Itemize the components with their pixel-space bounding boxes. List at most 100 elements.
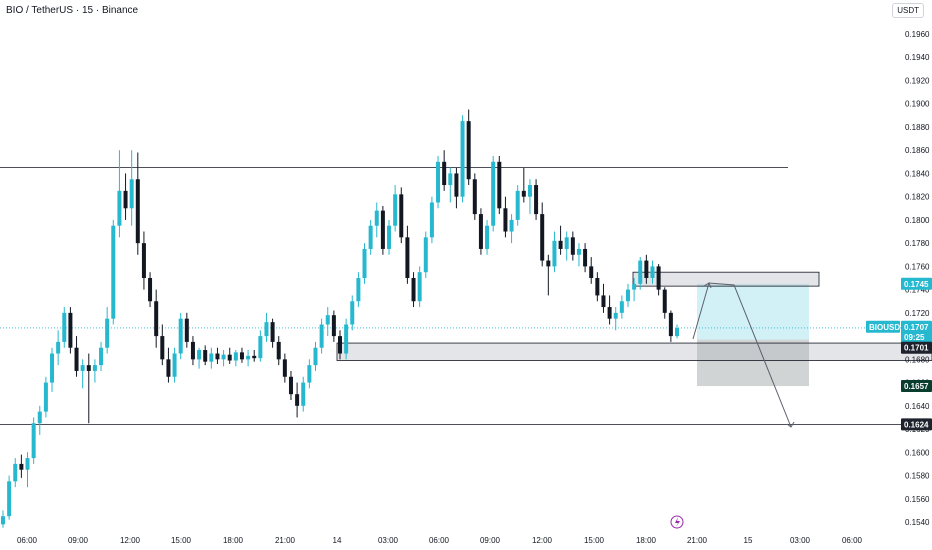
y-tick-label: 0.1600 (905, 448, 930, 457)
candle-body (601, 295, 606, 308)
candle (540, 202, 545, 267)
candle (485, 219, 490, 255)
y-tick-label: 0.1860 (905, 146, 930, 155)
candle-body (31, 423, 36, 459)
tag-text: BIOUSDT (869, 323, 905, 332)
lightning-icon[interactable] (670, 515, 684, 529)
y-tick-label: 0.1720 (905, 309, 930, 318)
tag-text: 0.1657 (904, 382, 929, 391)
candle (503, 196, 508, 238)
candle (662, 287, 667, 319)
candle (436, 156, 441, 209)
y-tick-label: 0.1940 (905, 53, 930, 62)
candle (209, 347, 214, 369)
projection-path (692, 282, 792, 428)
candle-body (37, 411, 42, 424)
candle-body (460, 121, 465, 197)
candle (270, 318, 275, 348)
candle (252, 350, 257, 362)
y-tick-label: 0.1680 (905, 355, 930, 364)
tag-bg (866, 320, 900, 333)
candle-body (123, 190, 128, 209)
candle (515, 185, 520, 226)
candle-body (313, 347, 318, 366)
candle (417, 266, 422, 308)
candle-body (227, 354, 232, 361)
candle-body (668, 312, 673, 337)
candle-body (644, 260, 649, 278)
candle (491, 156, 496, 232)
entry-price-tag: 0.1657 (901, 380, 932, 393)
candle (68, 307, 73, 354)
candle (393, 185, 398, 232)
candle-body (350, 301, 355, 325)
candle (442, 150, 447, 191)
candle-body (178, 318, 183, 354)
candle (429, 196, 434, 244)
candle-body (184, 318, 189, 342)
candle (25, 452, 30, 488)
candle-body (319, 324, 324, 348)
candle-body (472, 179, 477, 215)
candle (172, 347, 177, 383)
y-tick-label: 0.1880 (905, 123, 930, 132)
candle-body (344, 324, 349, 354)
candle (154, 289, 159, 348)
y-tick-label: 0.1820 (905, 193, 930, 202)
candle-body (399, 194, 404, 238)
candle (19, 454, 24, 478)
candle-body (583, 248, 588, 267)
candle (638, 257, 643, 290)
stop-zone (697, 339, 809, 387)
y-tick-label: 0.1960 (905, 30, 930, 39)
candle-body (246, 355, 251, 360)
x-tick-label: 06:00 (429, 536, 450, 545)
candle-body (74, 347, 79, 371)
candle-body (160, 336, 165, 360)
candles-layer (1, 109, 679, 528)
y-tick-label: 0.1920 (905, 76, 930, 85)
candle-body (515, 190, 520, 220)
candle (576, 243, 581, 267)
candle (62, 307, 67, 348)
candle (411, 272, 416, 308)
candle (387, 219, 392, 255)
y-tick-label: 0.1800 (905, 216, 930, 225)
candle (399, 187, 404, 244)
x-tick-label: 03:00 (790, 536, 811, 545)
candle-body (497, 161, 502, 209)
candle (589, 257, 594, 284)
resistance-box (632, 271, 820, 287)
candle-body (154, 301, 159, 337)
tag-text: 0.1745 (904, 280, 929, 289)
y-tick-label: 0.1740 (905, 286, 930, 295)
tag-bg (901, 418, 932, 431)
candle (74, 336, 79, 377)
candle-body (423, 237, 428, 273)
candle (178, 312, 183, 360)
candle-body (233, 352, 238, 361)
candle (423, 231, 428, 278)
candle (50, 347, 55, 392)
tag-text: 09:25 (904, 333, 925, 342)
tag-bg (901, 277, 932, 290)
candle-body (50, 353, 55, 383)
candle-body (625, 289, 630, 302)
y-tick-label: 0.1780 (905, 239, 930, 248)
candle (405, 225, 410, 284)
candle (534, 179, 539, 220)
candle-body (301, 382, 306, 406)
candle-body (429, 202, 434, 238)
candle (362, 243, 367, 284)
tag-bg (901, 380, 932, 393)
support-price-tag: 0.1701 (901, 341, 932, 354)
candle-body (387, 225, 392, 249)
candle (675, 324, 679, 339)
candle (129, 150, 134, 226)
candle (460, 115, 465, 203)
candle-body (7, 481, 12, 517)
tag-bg (901, 341, 932, 354)
candle-body (56, 341, 61, 354)
currency-button[interactable]: USDT (892, 3, 924, 18)
